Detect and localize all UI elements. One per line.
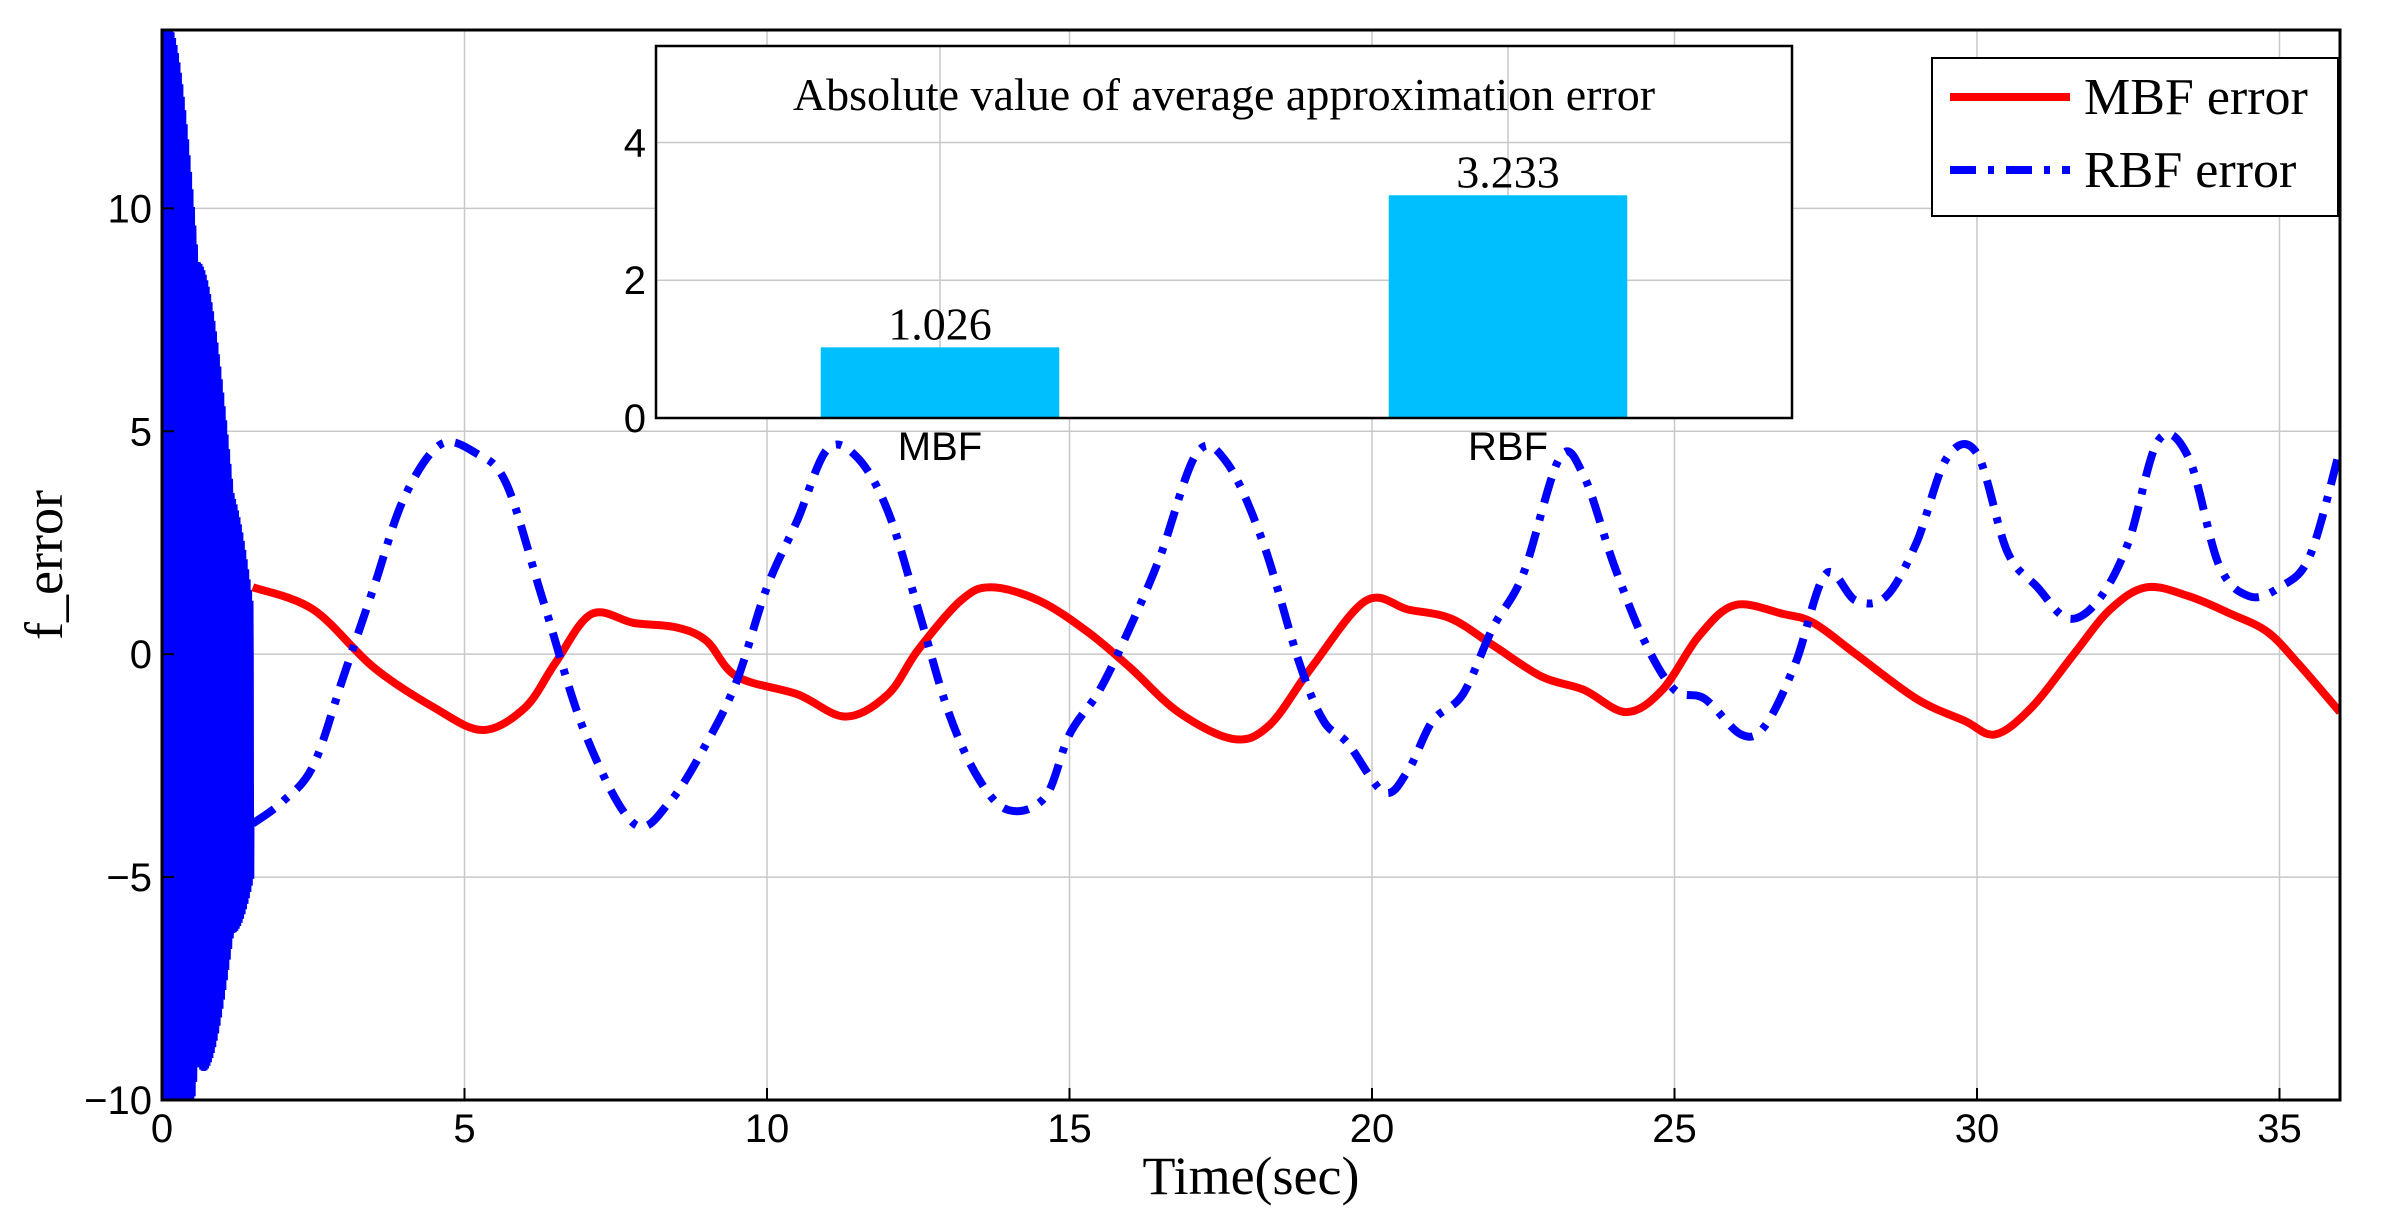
x-tick-label: 35	[2257, 1107, 2302, 1151]
inset-x-tick-label: MBF	[898, 425, 982, 469]
legend-mbf-label: MBF error	[2084, 69, 2308, 126]
inset-frame	[654, 44, 1794, 420]
inset-bar-mbf	[820, 347, 1060, 418]
inset-y-tick-label: 0	[624, 397, 646, 441]
y-axis-label: f_error	[14, 490, 74, 640]
main-plot-frame	[160, 28, 2342, 1102]
inset-title: Absolute value of average approximation …	[793, 69, 1655, 120]
legend: MBF error RBF error	[1931, 57, 2339, 217]
x-tick-label: 5	[453, 1107, 475, 1151]
y-tick-label: 5	[130, 410, 152, 454]
y-tick-label: −10	[84, 1079, 152, 1123]
y-tick-label: 0	[130, 633, 152, 677]
legend-rbf-label: RBF error	[2084, 142, 2296, 199]
x-tick-label: 25	[1652, 1107, 1697, 1151]
rbf-transient-line	[162, 30, 255, 1100]
inset-bar-rbf	[1388, 195, 1628, 418]
x-tick-label: 20	[1350, 1107, 1395, 1151]
inset-bar-value-label: 3.233	[1456, 146, 1560, 197]
legend-box	[1931, 57, 2339, 217]
y-tick-label: −5	[106, 856, 152, 900]
x-tick-label: 0	[151, 1107, 173, 1151]
inset-y-tick-label: 4	[624, 121, 646, 165]
inset-x-tick-label: RBF	[1468, 425, 1548, 469]
inset-y-tick-label: 2	[624, 259, 646, 303]
inset-bars	[820, 195, 1628, 418]
x-axis-label: Time(sec)	[1143, 1146, 1360, 1206]
inset-tick-labels: 0 2 4 1.026 MBF 3.233 RBF	[624, 121, 1560, 469]
x-tick-label: 15	[1047, 1107, 1092, 1151]
main-series	[162, 30, 2340, 1100]
inset-bar-value-label: 1.026	[888, 298, 992, 349]
rbf-error-line	[250, 430, 2340, 831]
x-tick-label: 30	[1955, 1107, 2000, 1151]
inset-bar-chart: 0 2 4 1.026 MBF 3.233 RBF Absolute value of av…	[624, 44, 1794, 469]
x-tick-label: 10	[745, 1107, 790, 1151]
y-tick-label: 10	[108, 187, 153, 231]
mbf-error-line	[251, 582, 2340, 744]
